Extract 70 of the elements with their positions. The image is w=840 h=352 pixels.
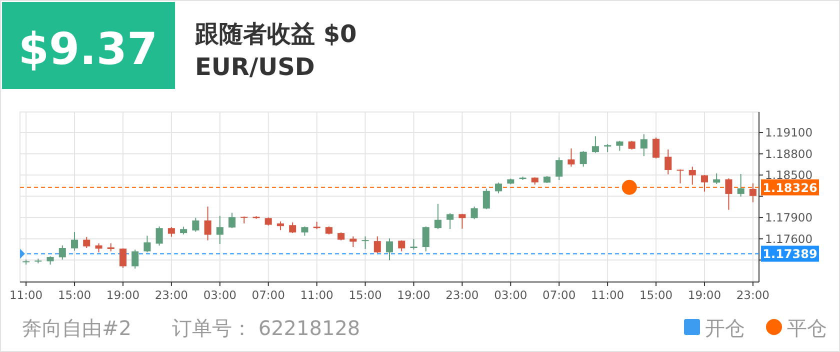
- x-tick-label: 11:00: [590, 288, 624, 302]
- candlestick: [652, 137, 660, 159]
- x-tick-label: 19:00: [106, 288, 140, 302]
- candlestick: [119, 248, 126, 268]
- candlestick: [676, 168, 684, 184]
- legend-label: 平仓: [787, 316, 827, 340]
- candlestick: [301, 226, 308, 236]
- candlestick: [446, 212, 454, 230]
- x-tick-label: 07:00: [542, 288, 576, 302]
- x-tick-label: 23:00: [154, 288, 188, 302]
- candlestick: [228, 212, 236, 229]
- candlestick: [482, 188, 490, 210]
- legend-label: 开仓: [705, 316, 745, 340]
- candlestick: [556, 156, 563, 180]
- candlestick: [434, 203, 442, 230]
- x-tick-label: 11:00: [9, 288, 43, 302]
- x-tick-label: 03:00: [203, 288, 236, 302]
- candlestick: [83, 236, 90, 248]
- candlestick: [156, 226, 163, 246]
- candlestick: [168, 226, 175, 238]
- candlestick: [580, 150, 587, 168]
- x-tick-label: 03:00: [494, 288, 528, 302]
- candlestick: [289, 222, 296, 234]
- text: $9.37: [18, 24, 158, 75]
- x-tick-label: 07:00: [252, 288, 285, 302]
- candlestick: [144, 235, 151, 253]
- x-tick-label: 15:00: [348, 288, 382, 302]
- candlestick: [132, 249, 139, 270]
- candlestick: [216, 215, 224, 245]
- candlestick: [58, 244, 66, 260]
- candlestick: [350, 236, 357, 248]
- text: 跟随者收益 $0: [194, 20, 357, 48]
- candlestick: [386, 238, 394, 261]
- candlestick: [737, 173, 744, 198]
- candlestick: [495, 182, 502, 194]
- candlestick: [71, 232, 78, 252]
- y-tick-label: 1.19100: [765, 126, 813, 140]
- x-tick-label: 11:00: [300, 288, 334, 302]
- x-tick-label: 15:00: [639, 288, 673, 302]
- x-tick-label: 19:00: [688, 288, 722, 302]
- candlestick: [749, 182, 756, 203]
- candlestick: [470, 206, 478, 220]
- candlestick: [422, 226, 430, 252]
- text: 订单号： 62218128: [172, 316, 360, 340]
- y-tick-label: 1.18800: [765, 146, 813, 161]
- y-tick-label: 1.17900: [765, 210, 813, 225]
- y-tick-label: 1.17600: [765, 232, 813, 246]
- candlestick: [688, 166, 696, 186]
- x-tick-label: 15:00: [58, 288, 92, 302]
- candlestick: [204, 206, 212, 241]
- ref-line-label: 1.18326: [762, 180, 818, 195]
- y-tick-label: 1.18500: [765, 168, 813, 182]
- chart-title: EUR/USD: [195, 53, 315, 81]
- candlestick: [592, 136, 599, 154]
- candlestick: [410, 238, 418, 250]
- candlestick: [664, 148, 672, 175]
- x-tick-label: 19:00: [397, 288, 430, 302]
- ref-line-label: 1.17389: [762, 247, 818, 262]
- candlestick: [700, 174, 708, 192]
- x-tick-label: 23:00: [446, 288, 479, 302]
- x-tick-label: 23:00: [736, 288, 770, 302]
- candlestick: [374, 236, 381, 254]
- candlestick: [616, 140, 624, 152]
- candlestick: [362, 236, 369, 250]
- candlestick: [192, 217, 200, 232]
- candlestick: [640, 134, 648, 157]
- candlestick: [458, 213, 466, 230]
- text: 奔向自由#2: [22, 316, 132, 340]
- candlestick: [725, 178, 732, 210]
- candlestick: [568, 148, 575, 168]
